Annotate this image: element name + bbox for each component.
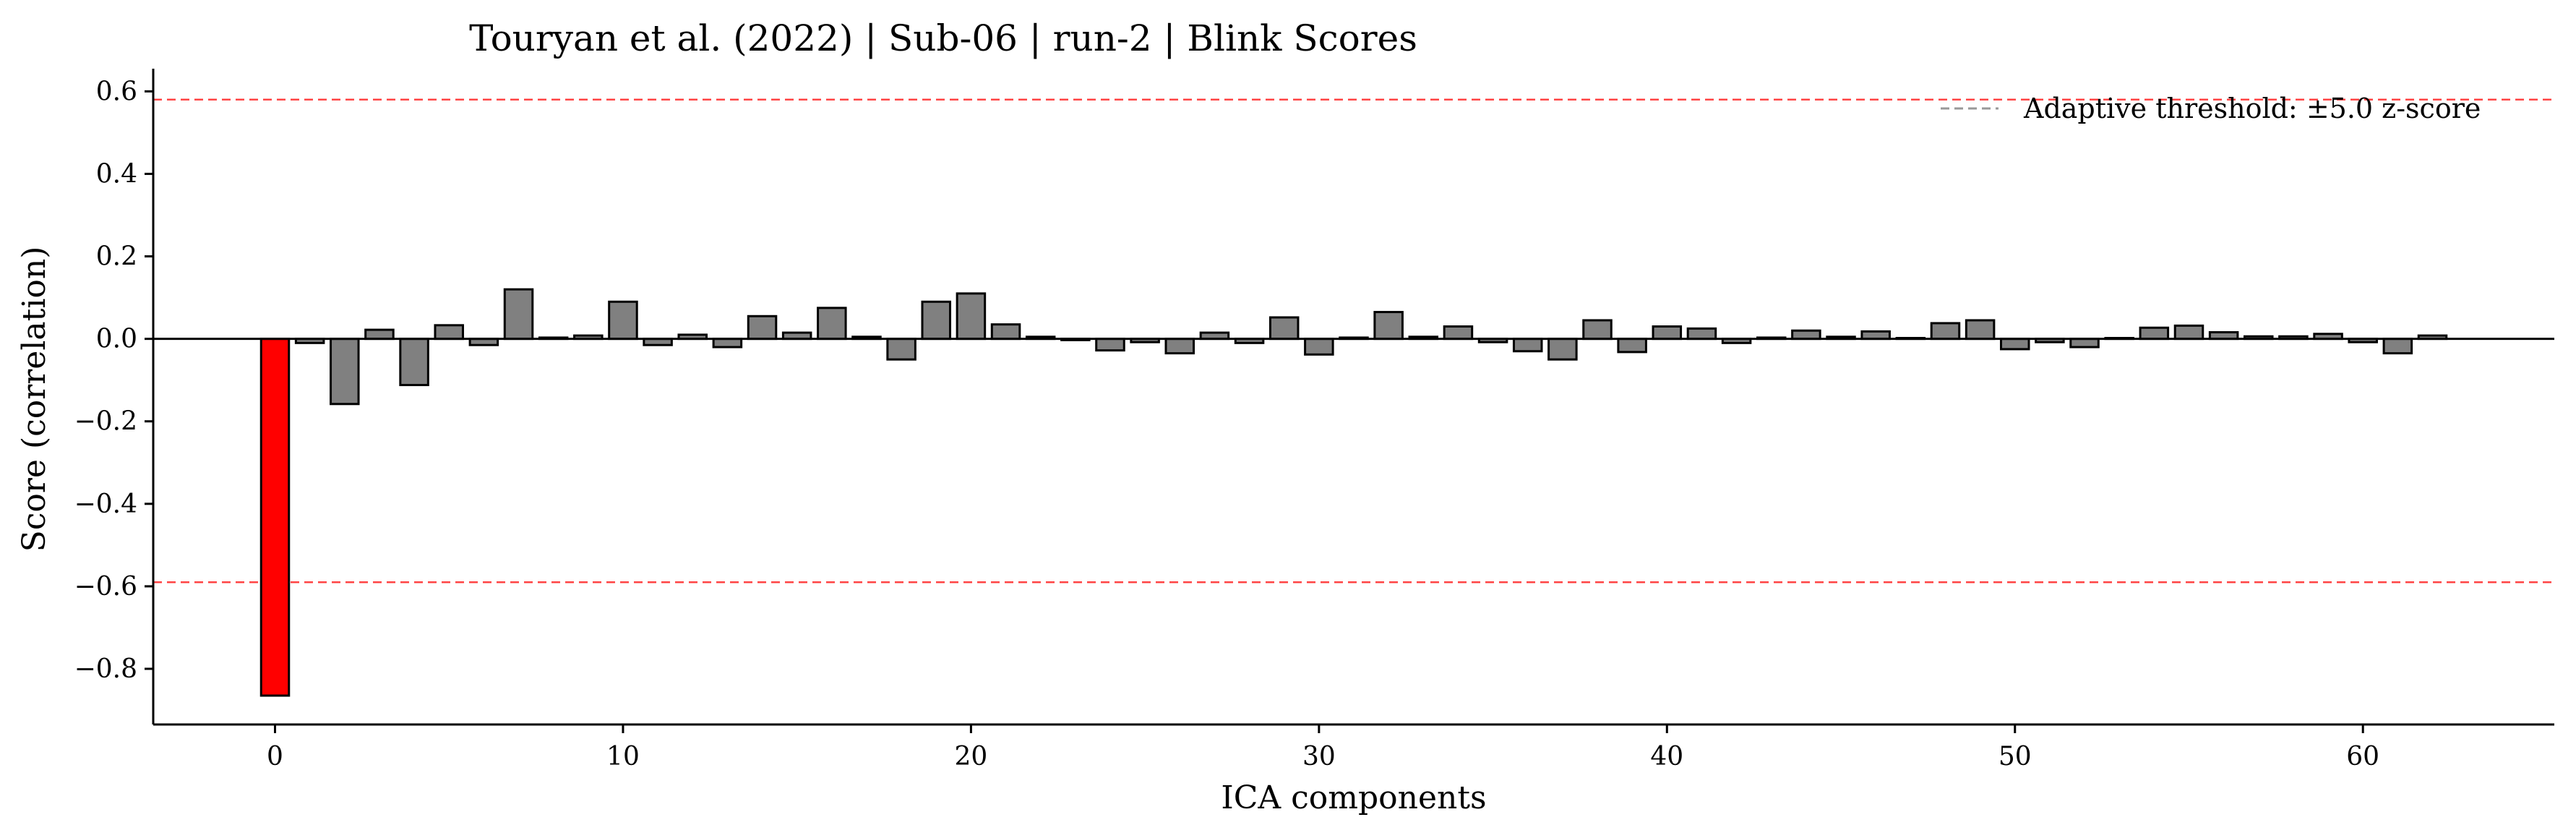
x-ticks: 0 10 20 30 40 50 60 <box>267 724 2379 771</box>
bar-component-10 <box>608 300 638 341</box>
bar-component-36 <box>1512 338 1543 353</box>
bar-component-20 <box>956 292 987 341</box>
legend: Adaptive threshold: ±5.0 z-score <box>1941 93 2481 124</box>
bar-component-44 <box>1791 329 1821 341</box>
bar-component-19 <box>921 300 952 341</box>
bar-component-32 <box>1373 311 1404 341</box>
bar-component-21 <box>990 323 1021 341</box>
x-tick-label: 40 <box>1650 742 1683 771</box>
bar-component-24 <box>1095 338 1125 352</box>
x-tick-label: 50 <box>1998 742 2032 771</box>
bar-component-4 <box>399 338 429 387</box>
y-ticks: 0.6 0.4 0.2 0.0 −0.2 −0.4 −0.6 −0.8 <box>74 77 153 684</box>
x-tick-label: 10 <box>606 742 640 771</box>
bar-component-7 <box>503 288 534 341</box>
bar-component-39 <box>1617 338 1647 354</box>
bar-component-38 <box>1582 319 1613 341</box>
bar-component-40 <box>1652 325 1683 341</box>
bar-component-2 <box>330 338 360 406</box>
bar-component-3 <box>364 328 395 341</box>
bar-component-55 <box>2173 324 2204 341</box>
bar-component-48 <box>1930 322 1961 341</box>
y-tick-label: −0.6 <box>74 572 137 602</box>
bar-component-52 <box>2069 338 2100 349</box>
bar-component-14 <box>747 315 778 341</box>
bar-component-5 <box>434 324 464 341</box>
bar-component-30 <box>1304 338 1334 356</box>
x-tick-label: 0 <box>267 742 283 771</box>
bar-component-26 <box>1164 338 1195 355</box>
y-tick-label: −0.8 <box>74 654 137 684</box>
y-tick-label: 0.6 <box>96 77 137 106</box>
bar-component-37 <box>1547 338 1578 361</box>
bar-component-0 <box>259 338 291 697</box>
y-axis-label: Score (correlation) <box>16 247 53 552</box>
bar-component-34 <box>1443 325 1474 341</box>
bar-component-41 <box>1686 327 1717 341</box>
bar-component-16 <box>817 307 847 341</box>
threshold-lines <box>153 98 2554 583</box>
bar-component-18 <box>886 338 916 361</box>
bar-component-29 <box>1268 316 1300 341</box>
bar-component-13 <box>712 338 743 349</box>
y-tick-label: 0.4 <box>96 159 137 189</box>
bar-component-50 <box>1999 338 2030 351</box>
bar-component-46 <box>1860 330 1891 341</box>
bar-component-61 <box>2382 338 2413 355</box>
x-tick-label: 20 <box>954 742 987 771</box>
x-axis-label: ICA components <box>1221 779 1486 816</box>
bar-component-54 <box>2139 326 2170 341</box>
y-tick-label: 0.2 <box>96 242 137 272</box>
y-tick-label: 0.0 <box>96 325 137 354</box>
legend-threshold-label: Adaptive threshold: ±5.0 z-score <box>2023 93 2481 124</box>
x-tick-label: 60 <box>2346 742 2379 771</box>
y-tick-label: −0.4 <box>74 489 137 519</box>
y-tick-label: −0.2 <box>74 407 137 437</box>
bar-series <box>259 288 2448 697</box>
bar-component-49 <box>1965 319 1996 341</box>
x-tick-label: 30 <box>1302 742 1336 771</box>
chart-title: Touryan et al. (2022) | Sub-06 | run-2 |… <box>469 17 1417 59</box>
